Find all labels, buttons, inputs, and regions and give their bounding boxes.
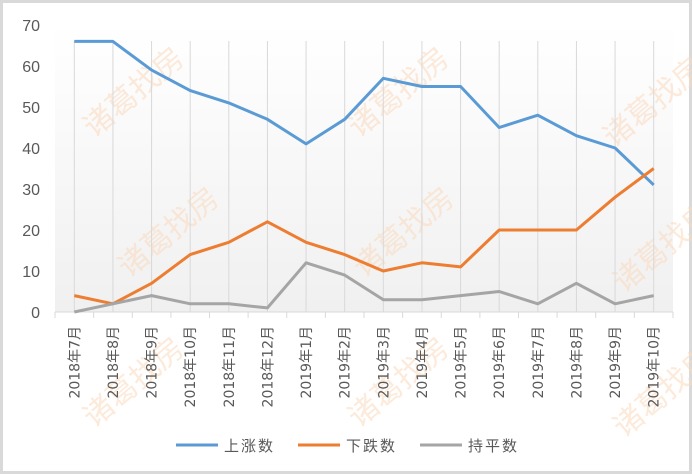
- series-line: [74, 39, 655, 186]
- legend: 上涨数 下跌数 持平数: [176, 437, 519, 455]
- x-tick-label: 2019年1月: [299, 326, 315, 399]
- y-tick-label: 70: [22, 18, 40, 35]
- watermark-text: 诸葛找房: [77, 331, 191, 435]
- series-line: [73, 261, 655, 314]
- x-tick-label: 2018年8月: [106, 326, 122, 399]
- legend-label: 上涨数: [224, 437, 275, 455]
- x-tick-label: 2019年7月: [531, 326, 547, 399]
- legend-label: 下跌数: [346, 437, 397, 455]
- y-tick-label: 0: [31, 305, 40, 322]
- x-tick-label: 2019年3月: [376, 326, 392, 399]
- x-axis: 2018年7月 2018年8月 2018年9月 2018年10月 2018年11月 201…: [54, 311, 674, 407]
- x-tick-label: 2018年7月: [67, 326, 83, 399]
- y-tick-label: 40: [22, 141, 40, 158]
- x-tick-label: 2019年9月: [608, 326, 624, 399]
- x-tick-label: 2019年8月: [569, 326, 585, 399]
- x-tick-label: 2018年10月: [183, 326, 199, 407]
- y-axis: 0 10 20 30 40 50 60 70: [22, 18, 40, 322]
- x-tick-label: 2019年6月: [492, 326, 508, 399]
- legend-label: 持平数: [468, 437, 519, 455]
- series-lines: [73, 39, 655, 314]
- x-tick-label: 2019年4月: [415, 326, 431, 399]
- x-tick-label: 2019年10月: [647, 326, 663, 407]
- x-tick-label: 2018年12月: [260, 326, 276, 407]
- y-tick-label: 20: [22, 223, 40, 240]
- x-tick-label: 2019年5月: [454, 326, 470, 399]
- x-tick-label: 2018年11月: [222, 326, 238, 407]
- x-tick-label: 2018年9月: [145, 326, 161, 399]
- gridlines: [73, 41, 655, 312]
- y-tick-label: 60: [22, 59, 40, 76]
- watermark-text: 诸葛找房: [342, 331, 456, 435]
- series-line: [73, 167, 655, 306]
- x-tick-label: 2019年2月: [338, 326, 354, 399]
- y-tick-label: 30: [22, 182, 40, 199]
- y-tick-label: 50: [22, 100, 40, 117]
- y-tick-label: 10: [22, 264, 40, 281]
